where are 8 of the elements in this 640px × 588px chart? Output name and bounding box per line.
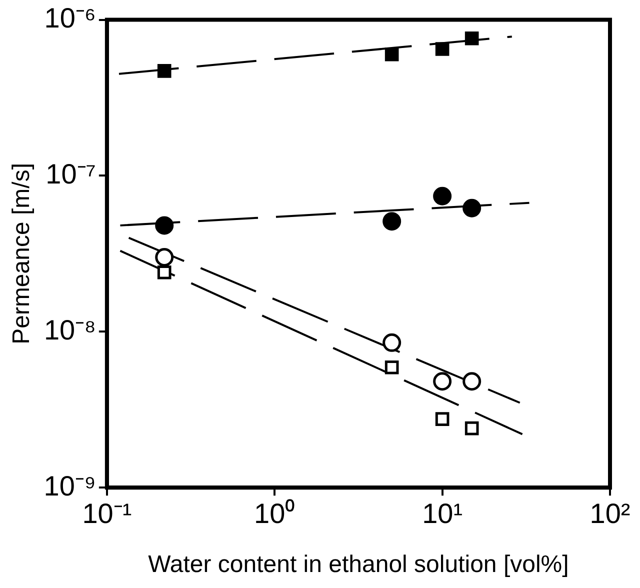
x-tick-label: 10¹ <box>422 498 463 530</box>
x-axis-title: Water content in ethanol solution [vol%] <box>148 551 569 578</box>
y-tick-label: 10⁻⁶ <box>44 2 96 34</box>
y-tick-label: 10⁻⁷ <box>46 158 96 190</box>
y-axis-title: Permeance [m/s] <box>8 162 36 344</box>
x-tick-label: 10⁰ <box>254 498 296 530</box>
y-tick-label: 10⁻⁸ <box>44 314 96 346</box>
x-tick-label: 10² <box>590 498 630 530</box>
